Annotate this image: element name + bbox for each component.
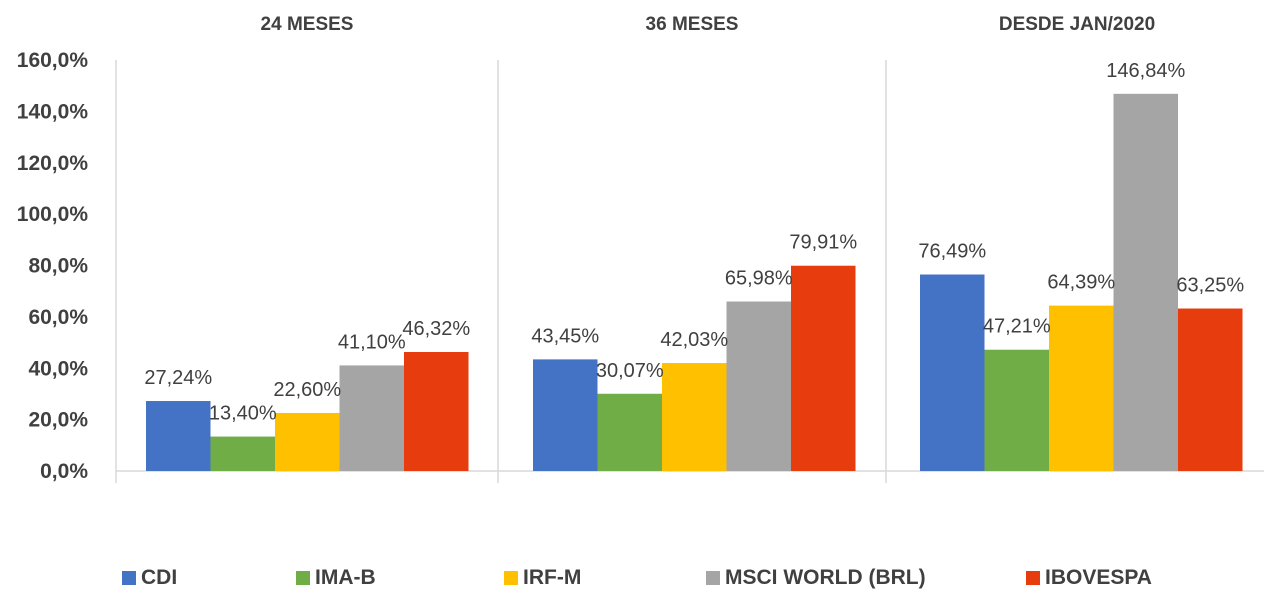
y-tick-label: 140,0% bbox=[17, 100, 89, 123]
y-tick-label: 20,0% bbox=[28, 409, 88, 432]
legend-item-ima-b: IMA-B bbox=[296, 566, 376, 590]
bar bbox=[662, 363, 727, 471]
legend-item-msci-world: MSCI WORLD (BRL) bbox=[706, 566, 926, 590]
data-label: 30,07% bbox=[596, 360, 664, 382]
legend-swatch bbox=[1026, 571, 1040, 585]
data-label: 46,32% bbox=[402, 318, 470, 340]
data-label: 65,98% bbox=[725, 268, 793, 290]
bar bbox=[404, 352, 469, 471]
legend-swatch bbox=[122, 571, 136, 585]
data-label: 13,40% bbox=[209, 403, 277, 425]
legend-label: IBOVESPA bbox=[1045, 566, 1152, 589]
legend-item-cdi: CDI bbox=[122, 566, 177, 590]
bar-chart: 0,0% 20,0% 40,0% 60,0% 80,0% 100,0% 120,0% 140,… bbox=[17, 14, 1264, 483]
y-tick-label: 0,0% bbox=[40, 460, 88, 483]
bar bbox=[1178, 308, 1243, 471]
data-label: 64,39% bbox=[1047, 272, 1115, 294]
axis-layer: 0,0% 20,0% 40,0% 60,0% 80,0% 100,0% 120,0% 140,… bbox=[17, 49, 1264, 483]
bar bbox=[1113, 93, 1178, 471]
data-label: 76,49% bbox=[918, 241, 986, 263]
legend-item-irf-m: IRF-M bbox=[504, 566, 581, 590]
bar bbox=[726, 301, 791, 471]
panel-title: DESDE JAN/2020 bbox=[999, 14, 1155, 35]
legend-swatch bbox=[296, 571, 310, 585]
data-label: 41,10% bbox=[338, 331, 406, 353]
legend: CDI IMA-B IRF-M MSCI WORLD (BRL) IBOVESP… bbox=[0, 566, 1264, 596]
bar bbox=[1049, 305, 1114, 471]
legend-label: IMA-B bbox=[315, 566, 376, 589]
y-tick-label: 100,0% bbox=[17, 203, 89, 226]
data-label: 27,24% bbox=[144, 367, 212, 389]
panel-title: 24 MESES bbox=[261, 14, 354, 35]
bar bbox=[339, 365, 404, 471]
y-tick-label: 120,0% bbox=[17, 152, 89, 175]
data-label: 22,60% bbox=[273, 379, 341, 401]
y-tick-label: 60,0% bbox=[28, 306, 88, 329]
bar bbox=[146, 401, 211, 471]
data-label: 146,84% bbox=[1106, 60, 1185, 82]
bar bbox=[533, 359, 598, 471]
bar bbox=[984, 349, 1049, 471]
y-tick-label: 40,0% bbox=[28, 357, 88, 380]
bar bbox=[210, 436, 275, 471]
y-tick-label: 80,0% bbox=[28, 255, 88, 278]
legend-label: MSCI WORLD (BRL) bbox=[725, 566, 926, 589]
data-label: 43,45% bbox=[531, 325, 599, 347]
panel-title: 36 MESES bbox=[646, 14, 739, 35]
bar bbox=[791, 265, 856, 471]
legend-label: IRF-M bbox=[523, 566, 582, 589]
data-label: 42,03% bbox=[660, 329, 728, 351]
bar bbox=[920, 274, 985, 471]
legend-label: CDI bbox=[141, 566, 178, 589]
legend-swatch bbox=[504, 571, 518, 585]
bar bbox=[275, 412, 340, 471]
labels-layer: 24 MESES 27,24% 13,40%22,60% 41,10%46,32% 36… bbox=[144, 14, 1244, 425]
data-label: 47,21% bbox=[983, 316, 1051, 338]
data-label: 79,91% bbox=[789, 232, 857, 254]
y-tick-label: 160,0% bbox=[17, 49, 89, 72]
bar bbox=[597, 393, 662, 471]
legend-swatch bbox=[706, 571, 720, 585]
data-label: 63,25% bbox=[1176, 275, 1244, 297]
legend-item-ibovespa: IBOVESPA bbox=[1026, 566, 1152, 590]
bars-layer bbox=[146, 93, 1243, 471]
